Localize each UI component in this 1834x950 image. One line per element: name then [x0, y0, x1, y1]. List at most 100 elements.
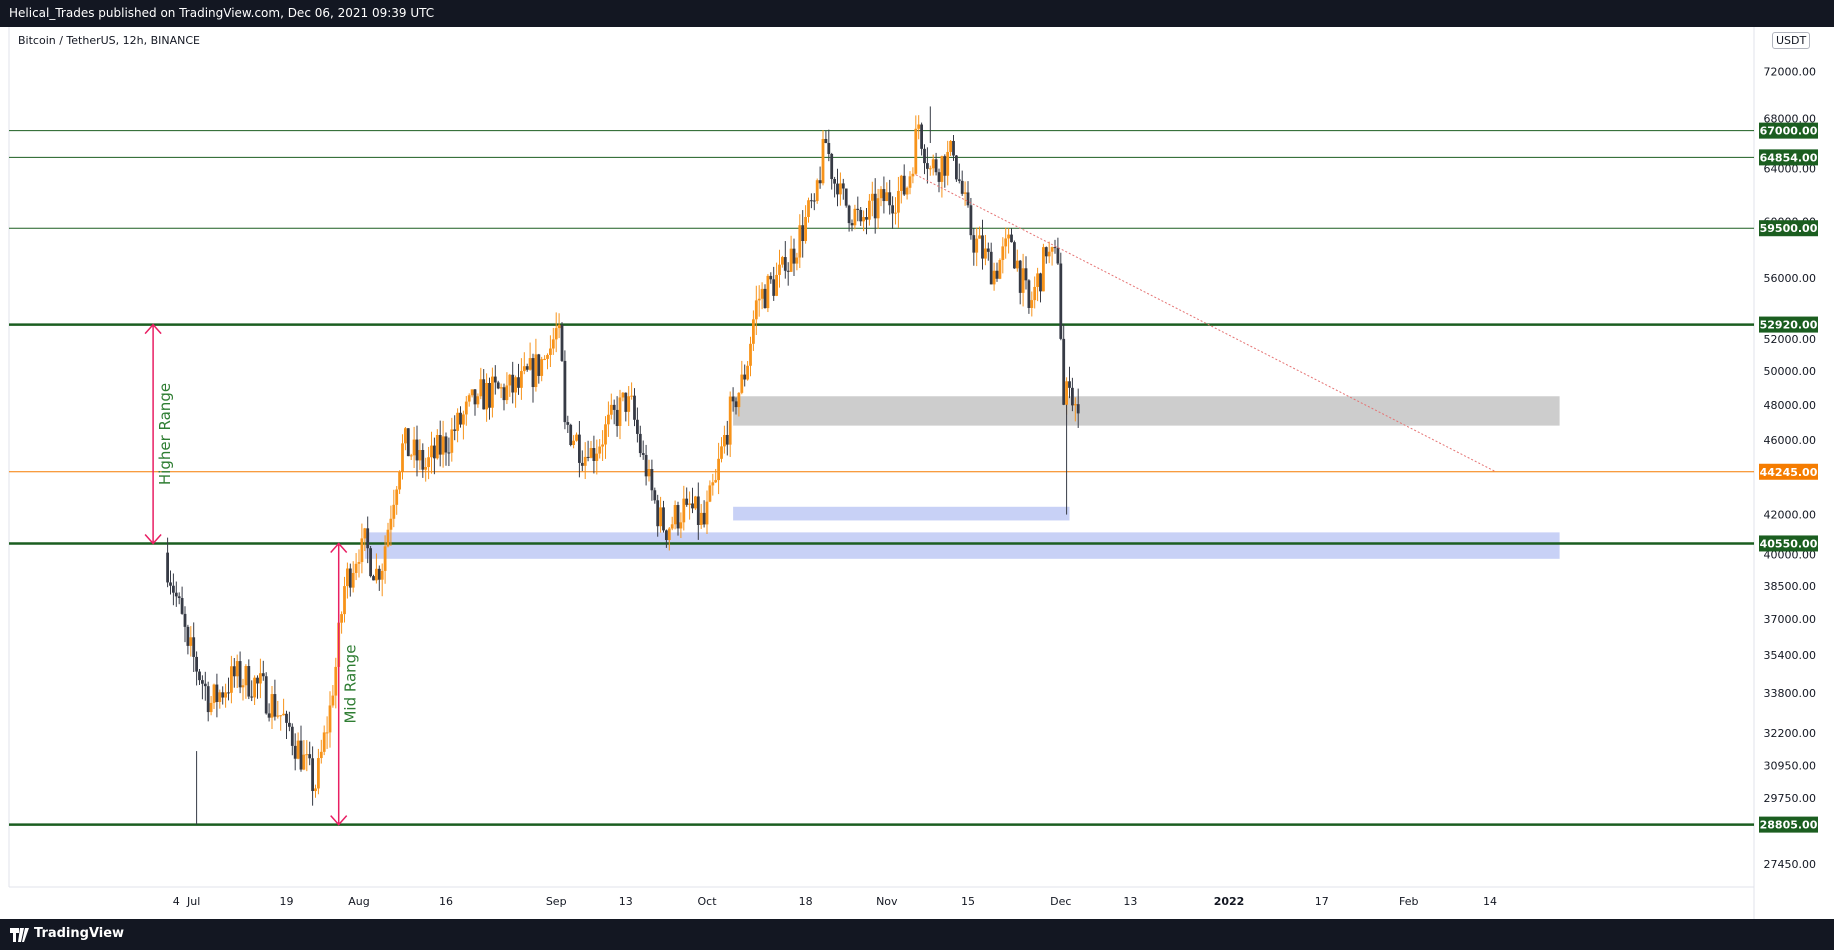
- candle-body: [926, 163, 929, 169]
- candle-body: [250, 696, 254, 698]
- publisher-bar: Helical_Trades published on TradingView.…: [0, 0, 1834, 27]
- candle-body: [227, 692, 230, 694]
- candle-body: [836, 183, 839, 195]
- candle-body: [984, 248, 987, 259]
- candle-body: [534, 354, 538, 388]
- candle-body: [839, 183, 842, 195]
- candle-body: [696, 496, 700, 525]
- candle-body: [824, 138, 828, 143]
- candle-body: [401, 443, 404, 472]
- candle-body: [247, 666, 251, 697]
- y-tick-label: 37000.00: [1764, 613, 1817, 626]
- candle-body: [589, 448, 593, 458]
- candle-body: [212, 684, 216, 703]
- y-tick-label: 30950.00: [1764, 760, 1817, 773]
- candle-body: [462, 414, 465, 425]
- candle-body: [905, 187, 909, 195]
- candle-body: [244, 666, 248, 686]
- y-tick-label: 38500.00: [1764, 580, 1817, 593]
- candle-body: [270, 694, 274, 718]
- candle-body: [1044, 247, 1048, 257]
- x-tick-label: Jul: [186, 895, 200, 908]
- candle-body: [459, 412, 462, 425]
- candle-body: [960, 180, 964, 194]
- candle-body: [302, 754, 306, 770]
- candle-body: [456, 412, 459, 431]
- candle-body: [166, 552, 169, 583]
- candle-body: [215, 684, 219, 702]
- candle-body: [633, 395, 636, 420]
- candle-body: [989, 251, 993, 285]
- candle-body: [430, 445, 433, 458]
- candle-body: [1053, 247, 1057, 249]
- candle-body: [218, 692, 222, 702]
- candle-body: [914, 128, 918, 174]
- candle-body: [409, 455, 413, 457]
- candle-body: [502, 387, 506, 401]
- candle-body: [383, 546, 387, 571]
- candle-body: [412, 439, 416, 456]
- candle-body: [1001, 246, 1005, 261]
- candle-body: [375, 568, 378, 581]
- candle-body: [554, 328, 558, 340]
- x-tick-label: 17: [1315, 895, 1329, 908]
- candle-body: [1013, 242, 1016, 269]
- candle-body: [624, 392, 628, 412]
- candle-body: [928, 168, 932, 170]
- candle-body: [192, 637, 196, 657]
- y-tick-label: 50000.00: [1764, 365, 1817, 378]
- candle-body: [360, 538, 364, 563]
- candle-body: [1059, 263, 1063, 339]
- candle-body: [273, 694, 277, 717]
- candle-body: [444, 436, 448, 453]
- candle-body: [447, 452, 451, 454]
- candle-body: [1039, 273, 1042, 292]
- candle-body: [325, 732, 329, 734]
- candle-body: [665, 530, 668, 541]
- candle-body: [725, 434, 729, 445]
- candle-body: [592, 448, 596, 461]
- x-tick-label: 19: [280, 895, 294, 908]
- candle-body: [694, 496, 697, 509]
- candle-body: [514, 377, 517, 393]
- candle-body: [421, 449, 425, 470]
- candle-body: [238, 661, 242, 688]
- candle-body: [485, 383, 488, 410]
- candle-body: [705, 501, 709, 525]
- y-tick-label: 35400.00: [1764, 649, 1817, 662]
- candle-body: [917, 124, 921, 129]
- candle-body: [720, 446, 723, 459]
- candle-body: [688, 503, 691, 505]
- x-tick-label: Sep: [546, 895, 567, 908]
- currency-button[interactable]: USDT: [1772, 32, 1811, 49]
- candle-body: [438, 434, 442, 455]
- candle-body: [209, 702, 213, 713]
- candle-body: [940, 156, 944, 182]
- candle-body: [566, 422, 570, 425]
- candle-body: [844, 188, 848, 206]
- candle-body: [522, 366, 526, 372]
- candle-body: [604, 424, 607, 445]
- footer-brand[interactable]: TradingView: [34, 926, 125, 941]
- candle-body: [1062, 338, 1066, 405]
- candle-body: [998, 260, 1002, 279]
- y-tick-label: 48000.00: [1764, 399, 1817, 412]
- candle-body: [978, 235, 981, 239]
- candle-body: [702, 512, 706, 525]
- candle-body: [766, 275, 770, 309]
- candle-body: [853, 208, 857, 226]
- candle-body: [966, 192, 970, 206]
- candle-body: [261, 673, 265, 677]
- candle-body: [841, 183, 845, 189]
- candle-body: [772, 279, 776, 296]
- candle-body: [241, 685, 245, 688]
- candle-body: [493, 376, 497, 383]
- candle-body: [815, 180, 819, 202]
- candle-body: [282, 713, 285, 716]
- mid-range-arrow-head-bottom: [330, 815, 348, 826]
- candle-body: [505, 385, 509, 401]
- candle-body: [992, 270, 996, 285]
- candle-body: [804, 216, 807, 242]
- candle-body: [1065, 381, 1068, 405]
